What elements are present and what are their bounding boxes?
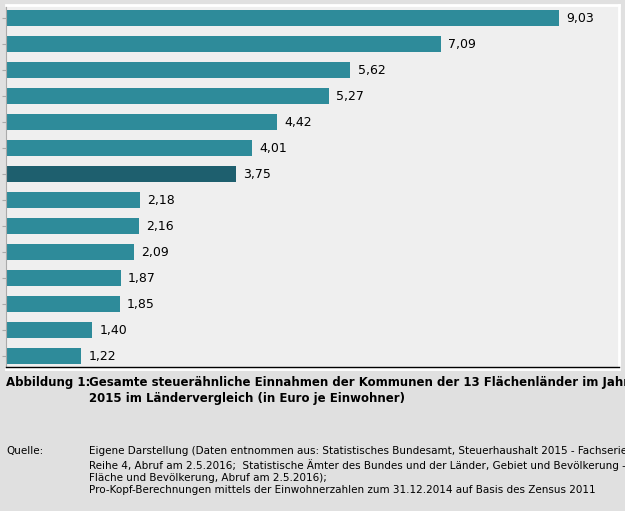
Text: Abbildung 1:: Abbildung 1: (6, 376, 91, 389)
Bar (6, 192, 140, 208)
Text: 2,16: 2,16 (146, 220, 174, 233)
Bar (6, 140, 252, 156)
Bar (6, 36, 441, 52)
Bar (6, 10, 559, 26)
Text: 5,62: 5,62 (358, 64, 386, 77)
Text: 5,27: 5,27 (336, 89, 364, 103)
Text: 9,03: 9,03 (567, 12, 594, 25)
Text: 4,01: 4,01 (259, 142, 287, 155)
Bar (6, 62, 351, 78)
Text: 1,87: 1,87 (128, 272, 156, 285)
Bar (6, 348, 81, 364)
Text: Eigene Darstellung (Daten entnommen aus: Statistisches Bundesamt, Steuerhaushalt: Eigene Darstellung (Daten entnommen aus:… (89, 446, 625, 496)
Bar (6, 244, 134, 260)
Text: 2,09: 2,09 (142, 246, 169, 259)
Bar (6, 218, 139, 235)
Text: Gesamte steuerähnliche Einnahmen der Kommunen der 13 Flächenländer im Jahr
2015 : Gesamte steuerähnliche Einnahmen der Kom… (89, 376, 625, 405)
Bar (6, 270, 121, 286)
Text: 3,75: 3,75 (243, 168, 271, 181)
Bar (6, 322, 92, 338)
Bar (6, 88, 329, 104)
Text: 7,09: 7,09 (448, 38, 476, 51)
Text: 2,18: 2,18 (147, 194, 175, 207)
Text: 4,42: 4,42 (284, 115, 312, 129)
Text: Quelle:: Quelle: (6, 446, 44, 456)
Bar (6, 166, 236, 182)
Text: 1,85: 1,85 (127, 298, 155, 311)
Bar (6, 296, 119, 312)
Text: 1,22: 1,22 (88, 350, 116, 363)
Text: 1,40: 1,40 (99, 324, 127, 337)
Bar (6, 114, 277, 130)
